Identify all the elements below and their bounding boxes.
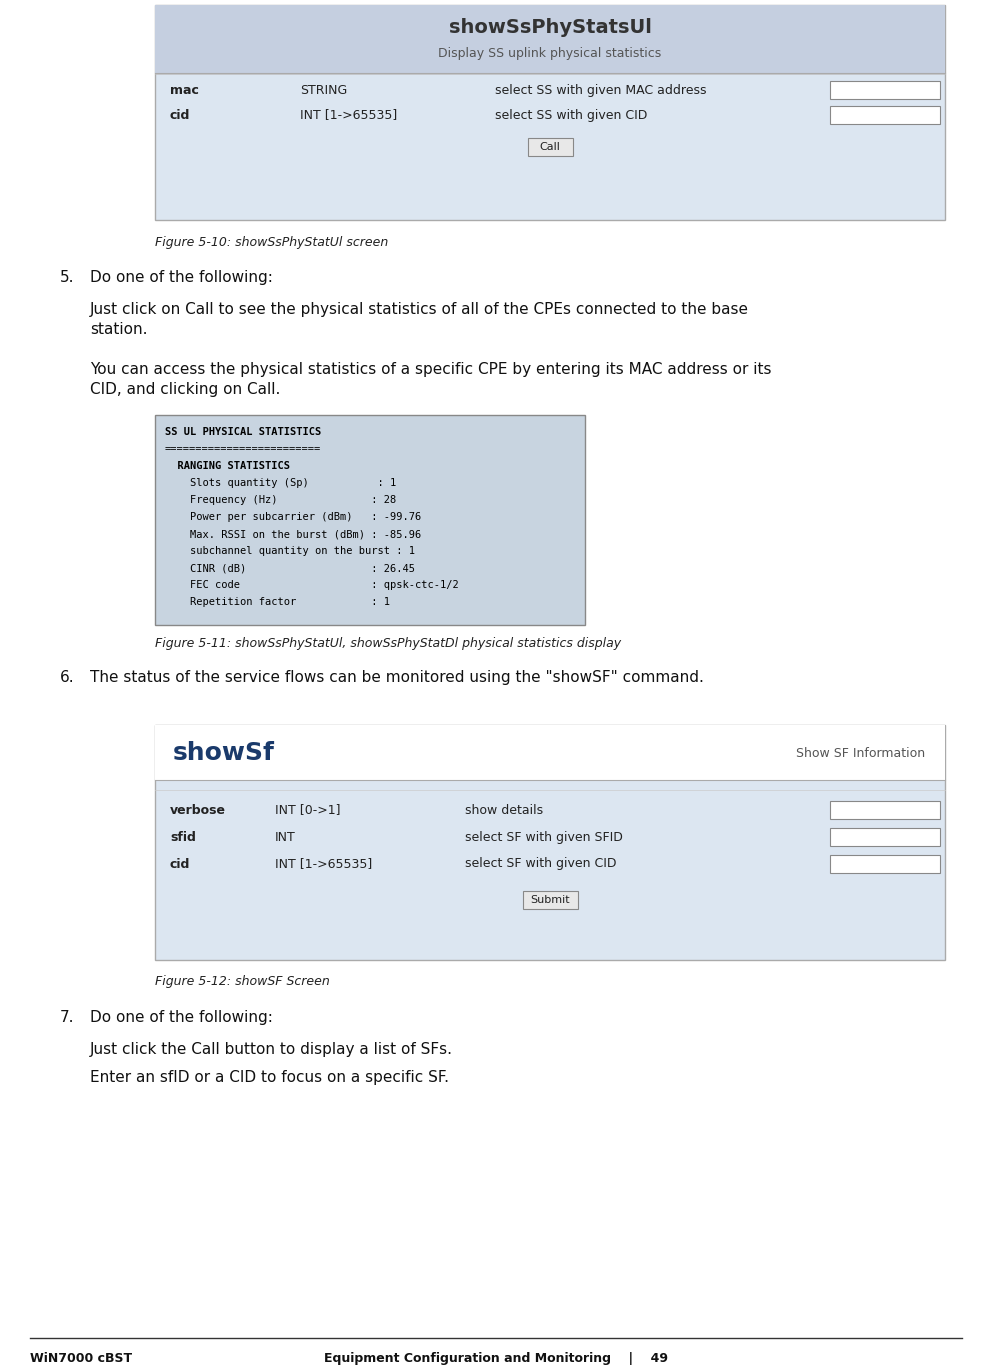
Text: select SF with given CID: select SF with given CID xyxy=(465,858,616,870)
Text: Enter an sfID or a CID to focus on a specific SF.: Enter an sfID or a CID to focus on a spe… xyxy=(90,1070,449,1085)
Text: CINR (dB)                    : 26.45: CINR (dB) : 26.45 xyxy=(165,563,415,573)
Bar xyxy=(528,138,572,156)
Text: show details: show details xyxy=(465,803,544,817)
Text: select SF with given SFID: select SF with given SFID xyxy=(465,830,623,844)
Text: 7.: 7. xyxy=(60,1010,74,1025)
Text: mac: mac xyxy=(170,84,198,96)
Text: INT [1->65535]: INT [1->65535] xyxy=(275,858,372,870)
Bar xyxy=(830,81,940,99)
Bar xyxy=(830,801,940,819)
Text: Figure 5-11: showSsPhyStatUl, showSsPhyStatDl physical statistics display: Figure 5-11: showSsPhyStatUl, showSsPhyS… xyxy=(155,637,621,649)
Text: Power per subcarrier (dBm)   : -99.76: Power per subcarrier (dBm) : -99.76 xyxy=(165,512,422,522)
Bar xyxy=(155,725,945,780)
Text: STRING: STRING xyxy=(300,84,347,96)
Text: select SS with given CID: select SS with given CID xyxy=(495,108,648,122)
Text: RANGING STATISTICS: RANGING STATISTICS xyxy=(165,460,290,471)
Bar xyxy=(155,5,945,73)
Text: showSsPhyStatsUl: showSsPhyStatsUl xyxy=(448,18,652,37)
Text: cid: cid xyxy=(170,108,190,122)
Text: CID, and clicking on Call.: CID, and clicking on Call. xyxy=(90,382,281,397)
Text: verbose: verbose xyxy=(170,803,226,817)
Text: Max. RSSI on the burst (dBm) : -85.96: Max. RSSI on the burst (dBm) : -85.96 xyxy=(165,529,422,538)
Text: INT: INT xyxy=(275,830,296,844)
FancyBboxPatch shape xyxy=(155,5,945,221)
Text: subchannel quantity on the burst : 1: subchannel quantity on the burst : 1 xyxy=(165,547,415,556)
Text: SS UL PHYSICAL STATISTICS: SS UL PHYSICAL STATISTICS xyxy=(165,427,321,437)
Bar xyxy=(523,890,577,910)
Text: Call: Call xyxy=(540,142,560,152)
Text: cid: cid xyxy=(170,858,190,870)
Text: 5.: 5. xyxy=(60,270,74,285)
Text: Figure 5-10: showSsPhyStatUl screen: Figure 5-10: showSsPhyStatUl screen xyxy=(155,236,388,248)
Text: sfid: sfid xyxy=(170,830,195,844)
Text: showSf: showSf xyxy=(173,741,275,764)
Text: Just click the Call button to display a list of SFs.: Just click the Call button to display a … xyxy=(90,1043,453,1058)
Text: Just click on Call to see the physical statistics of all of the CPEs connected t: Just click on Call to see the physical s… xyxy=(90,301,749,316)
FancyBboxPatch shape xyxy=(155,725,945,960)
Bar xyxy=(830,855,940,873)
Text: Show SF Information: Show SF Information xyxy=(796,747,925,759)
Text: FEC code                     : qpsk-ctc-1/2: FEC code : qpsk-ctc-1/2 xyxy=(165,580,458,590)
Text: INT [0->1]: INT [0->1] xyxy=(275,803,340,817)
Text: select SS with given MAC address: select SS with given MAC address xyxy=(495,84,706,96)
Text: The status of the service flows can be monitored using the "showSF" command.: The status of the service flows can be m… xyxy=(90,670,704,685)
Text: Display SS uplink physical statistics: Display SS uplink physical statistics xyxy=(438,47,662,59)
Text: Slots quantity (Sp)           : 1: Slots quantity (Sp) : 1 xyxy=(165,478,396,488)
Text: Figure 5-12: showSF Screen: Figure 5-12: showSF Screen xyxy=(155,975,329,989)
Text: Repetition factor            : 1: Repetition factor : 1 xyxy=(165,597,390,607)
Text: =========================: ========================= xyxy=(165,444,321,453)
Bar xyxy=(830,827,940,847)
Text: 6.: 6. xyxy=(60,670,74,685)
Bar xyxy=(155,415,585,625)
Text: Frequency (Hz)               : 28: Frequency (Hz) : 28 xyxy=(165,495,396,506)
Text: Equipment Configuration and Monitoring    |    49: Equipment Configuration and Monitoring |… xyxy=(324,1352,668,1365)
Text: Submit: Submit xyxy=(530,895,569,906)
Text: You can access the physical statistics of a specific CPE by entering its MAC add: You can access the physical statistics o… xyxy=(90,362,772,377)
Text: Do one of the following:: Do one of the following: xyxy=(90,1010,273,1025)
Text: INT [1->65535]: INT [1->65535] xyxy=(300,108,397,122)
Text: station.: station. xyxy=(90,322,148,337)
Text: WiN7000 cBST: WiN7000 cBST xyxy=(30,1352,132,1365)
Text: Do one of the following:: Do one of the following: xyxy=(90,270,273,285)
Bar xyxy=(830,105,940,125)
